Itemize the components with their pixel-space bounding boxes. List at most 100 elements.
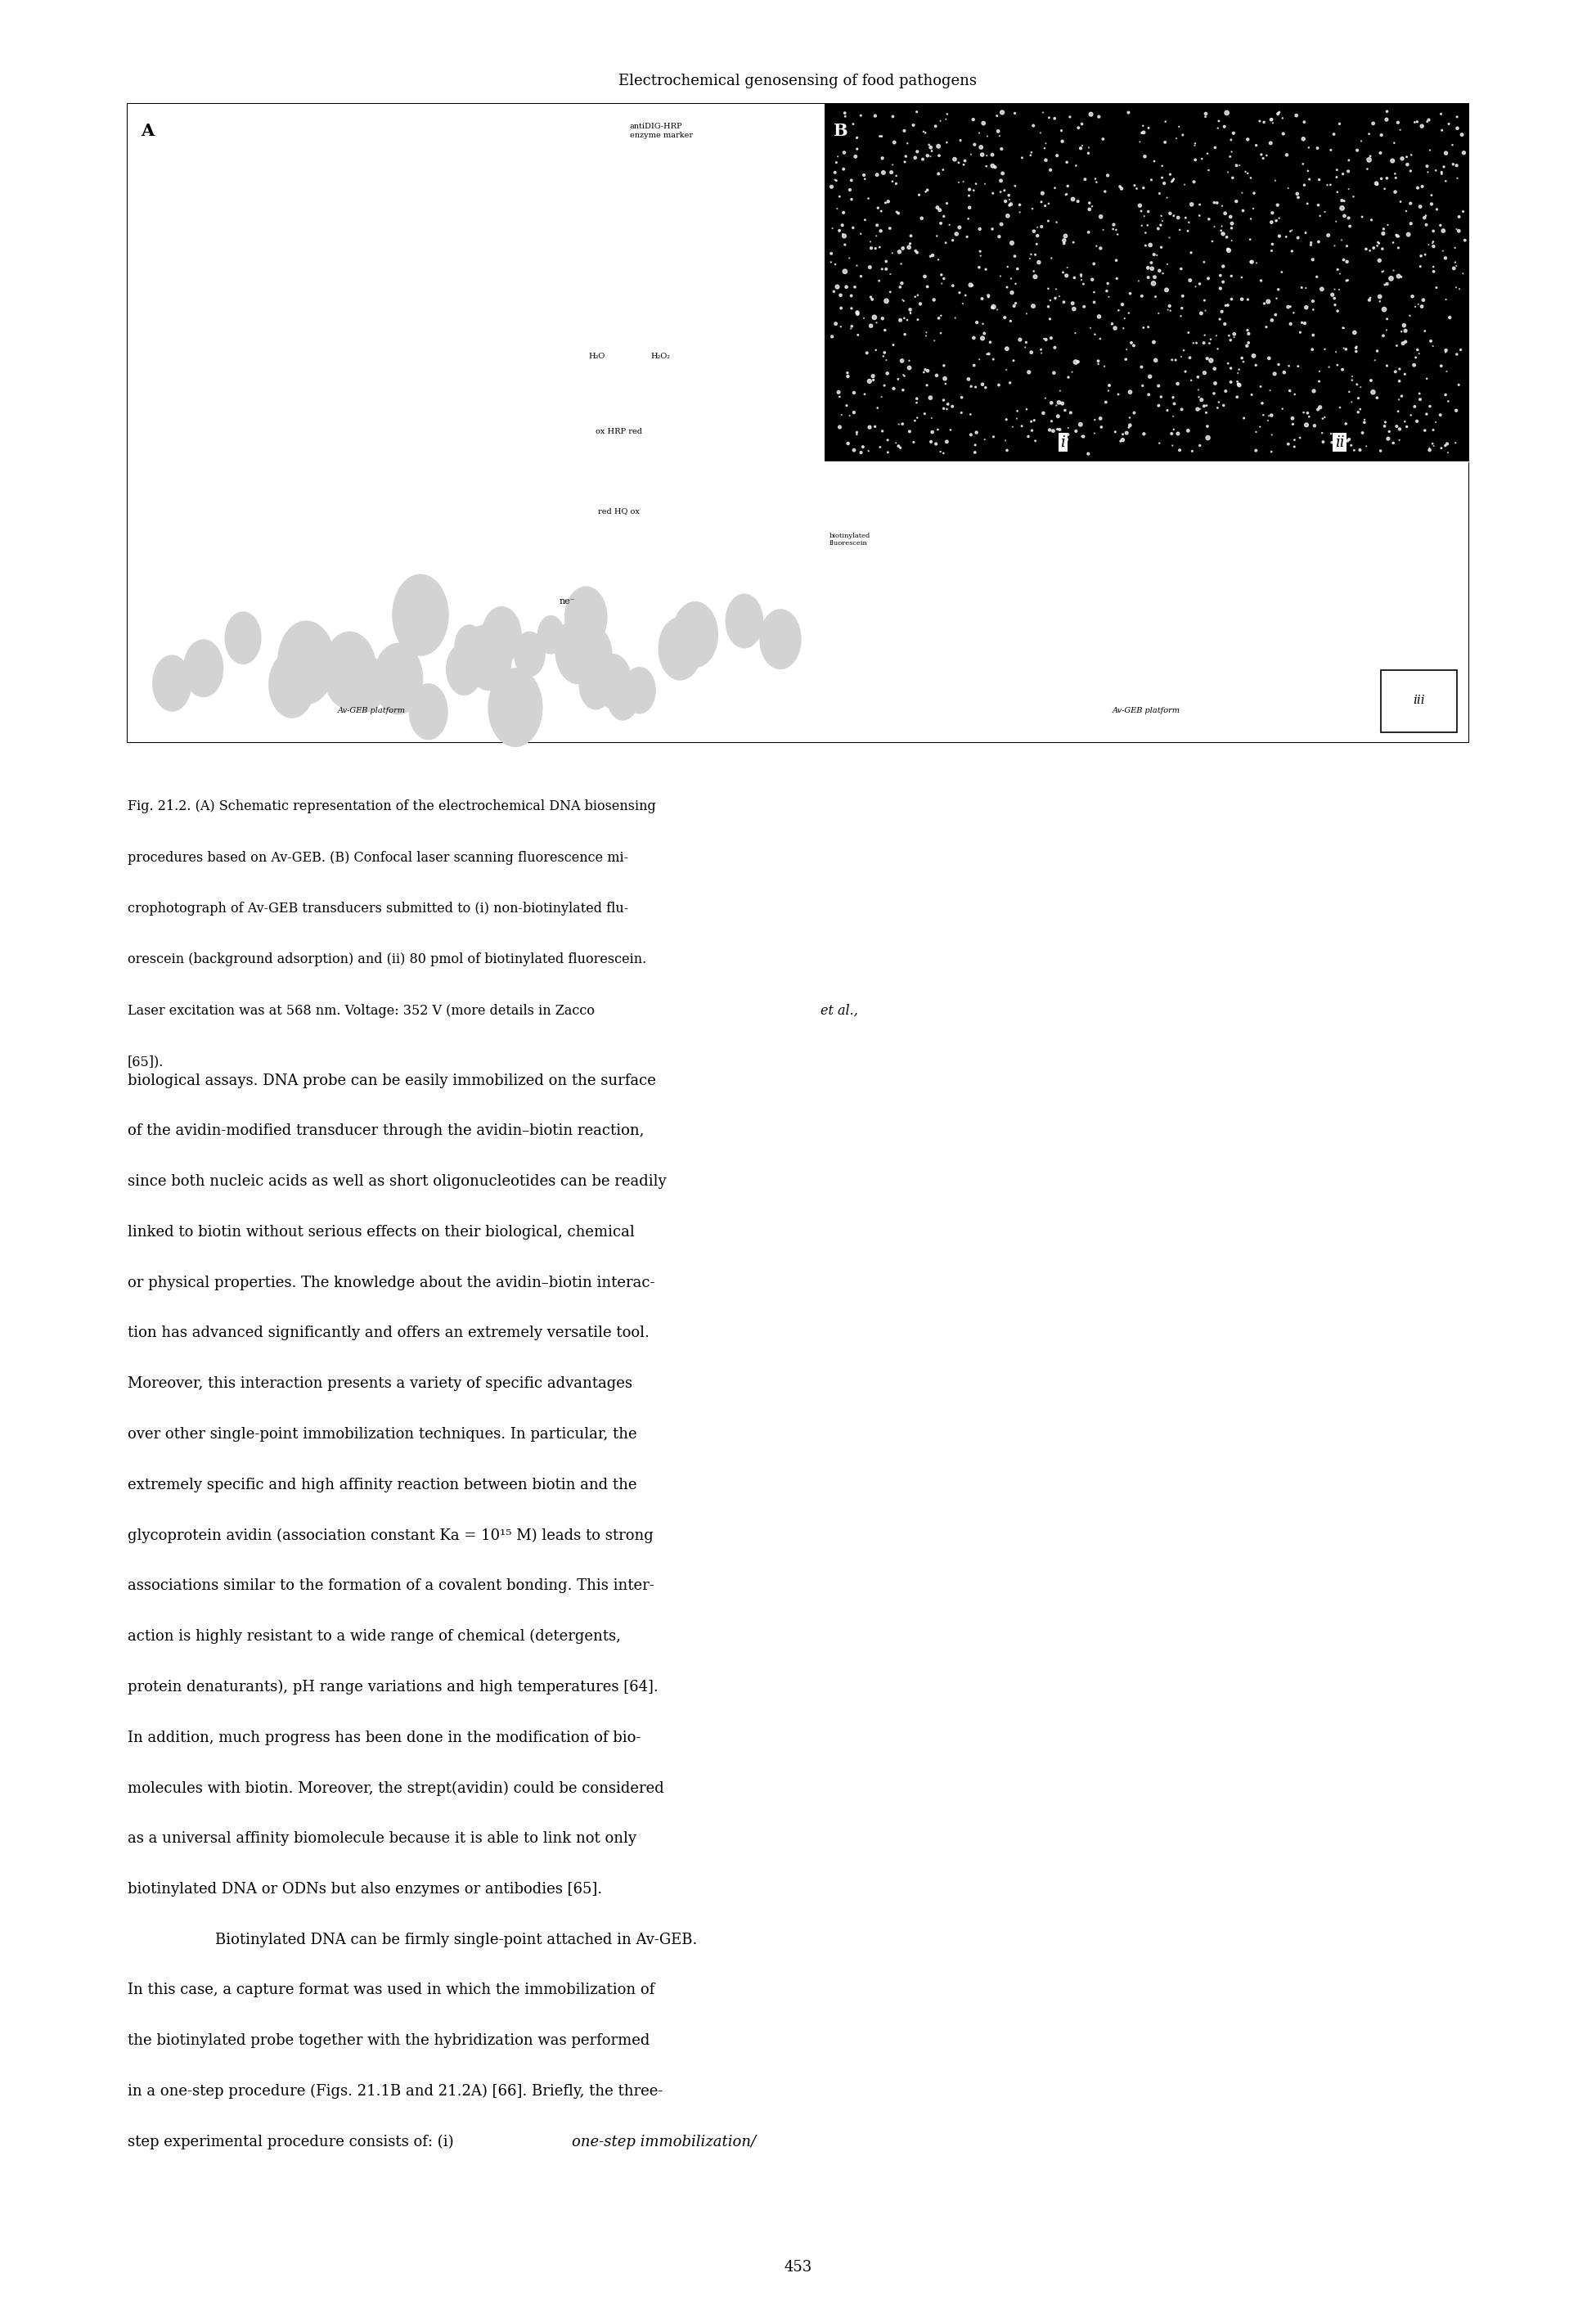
Point xyxy=(1219,223,1245,260)
Text: Av-GEB platform: Av-GEB platform xyxy=(338,707,405,714)
Text: In addition, much progress has been done in the modification of bio-: In addition, much progress has been done… xyxy=(128,1729,642,1745)
Point xyxy=(1135,192,1160,229)
Point xyxy=(1433,162,1459,199)
Point xyxy=(1191,243,1216,280)
Point xyxy=(903,385,929,422)
Point xyxy=(1160,162,1186,199)
Point xyxy=(1358,362,1384,399)
Point xyxy=(1191,387,1216,424)
Point xyxy=(1202,376,1227,413)
Point xyxy=(950,378,975,415)
Point xyxy=(827,178,852,216)
Point xyxy=(1334,243,1360,280)
Point xyxy=(1250,385,1275,422)
Point xyxy=(1235,325,1261,362)
Point xyxy=(934,123,959,160)
Point xyxy=(1076,436,1101,473)
Point xyxy=(1044,387,1069,424)
Text: protein denaturants), pH range variations and high temperatures [64].: protein denaturants), pH range variation… xyxy=(128,1681,659,1694)
Text: red HQ ox: red HQ ox xyxy=(598,508,640,515)
Point xyxy=(1087,401,1112,438)
Point xyxy=(863,218,889,255)
Point xyxy=(894,301,919,338)
Circle shape xyxy=(153,656,192,712)
Point xyxy=(1259,396,1285,433)
Point xyxy=(1304,130,1329,167)
Point xyxy=(950,285,975,322)
Point xyxy=(958,267,983,304)
Point xyxy=(870,250,895,287)
Point xyxy=(1369,116,1395,153)
Point xyxy=(1108,422,1133,459)
Point xyxy=(1039,320,1065,357)
Point xyxy=(1100,211,1125,248)
Point xyxy=(1243,413,1269,450)
Point xyxy=(1416,102,1441,139)
Point xyxy=(828,396,854,433)
Point xyxy=(1171,167,1197,204)
Point xyxy=(1369,253,1395,290)
Point xyxy=(1428,348,1454,385)
Point xyxy=(1444,109,1470,146)
Point xyxy=(1146,253,1171,290)
Point xyxy=(1267,218,1293,255)
Circle shape xyxy=(760,610,801,670)
Point xyxy=(1238,243,1264,280)
Point xyxy=(1031,95,1057,132)
Point xyxy=(1293,304,1318,341)
Point xyxy=(1194,408,1219,445)
Point xyxy=(1342,313,1368,350)
Point xyxy=(1451,134,1476,172)
Point xyxy=(1262,297,1288,334)
Point xyxy=(1331,183,1357,220)
Point xyxy=(832,218,857,255)
Point xyxy=(1192,355,1218,392)
Point xyxy=(1154,392,1179,429)
Point xyxy=(970,366,996,403)
Point xyxy=(915,352,940,389)
Point xyxy=(1192,318,1218,355)
Point xyxy=(916,125,942,162)
Point xyxy=(892,357,918,394)
Point xyxy=(1290,304,1315,341)
Point xyxy=(1345,394,1371,431)
Point xyxy=(1029,209,1055,246)
Point xyxy=(1417,431,1443,468)
Point xyxy=(1215,153,1240,190)
Point xyxy=(1168,338,1194,376)
Point xyxy=(972,315,997,352)
Point xyxy=(1146,366,1171,403)
Point xyxy=(1044,271,1069,308)
Point xyxy=(930,436,956,473)
Point xyxy=(1092,348,1117,385)
Point xyxy=(899,218,924,255)
Point xyxy=(1446,366,1472,403)
Point xyxy=(1301,292,1326,329)
Point xyxy=(1015,417,1041,454)
Point xyxy=(1135,250,1160,287)
Point xyxy=(1192,283,1218,320)
Point xyxy=(915,269,940,306)
Point xyxy=(1381,424,1406,461)
Point xyxy=(1156,292,1181,329)
Point xyxy=(903,380,929,417)
Point xyxy=(1157,287,1183,325)
Point xyxy=(832,253,857,290)
Point xyxy=(908,285,934,322)
Point xyxy=(1365,331,1390,369)
Point xyxy=(844,294,870,331)
Point xyxy=(1323,334,1349,371)
Point xyxy=(1111,311,1136,348)
Point xyxy=(1317,348,1342,385)
Point xyxy=(862,408,887,445)
Point xyxy=(1357,280,1382,318)
Point xyxy=(974,250,999,287)
Point xyxy=(1339,362,1365,399)
Text: Moreover, this interaction presents a variety of specific advantages: Moreover, this interaction presents a va… xyxy=(128,1377,632,1391)
Point xyxy=(1112,341,1138,378)
Point xyxy=(1235,121,1261,158)
Point xyxy=(1082,283,1108,320)
Point xyxy=(988,174,1013,211)
Point xyxy=(836,396,862,433)
Point xyxy=(1018,334,1044,371)
